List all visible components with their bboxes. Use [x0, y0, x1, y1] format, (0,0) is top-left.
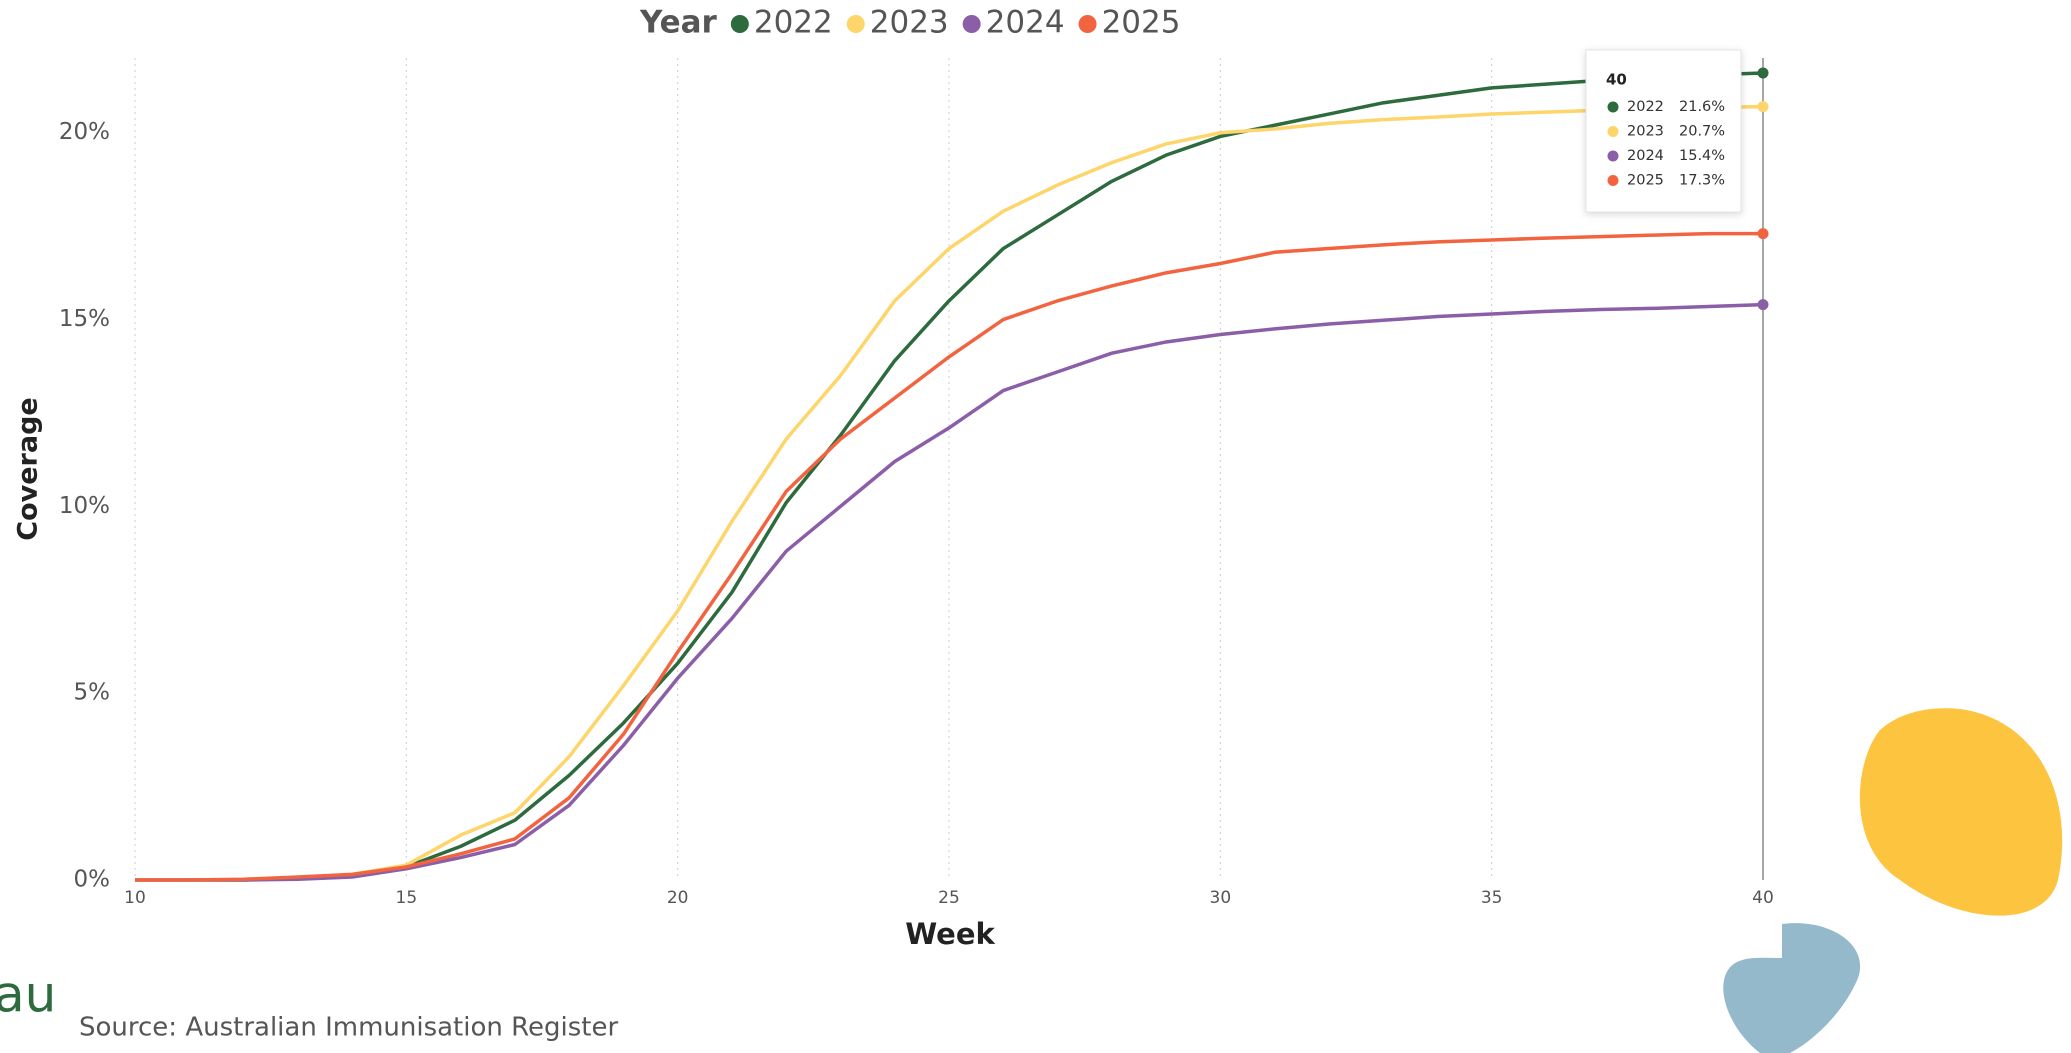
x-tick-label: 15 — [396, 888, 418, 908]
y-tick-label: 0% — [74, 867, 111, 893]
hover-point — [1757, 101, 1769, 113]
y-tick-label: 5% — [74, 680, 111, 706]
legend-label: 2023 — [870, 5, 949, 41]
tooltip-series: 2024 — [1627, 148, 1664, 164]
tooltip-series: 2022 — [1627, 99, 1664, 115]
series-line — [135, 231, 1763, 882]
hover-point — [1757, 67, 1769, 79]
tooltip-series: 2023 — [1627, 124, 1664, 140]
legend-marker — [1078, 15, 1097, 33]
hover-point — [1757, 228, 1769, 240]
decor-blob — [1859, 708, 2063, 916]
legend-label: 2022 — [754, 5, 833, 41]
tooltip-value: 21.6% — [1679, 99, 1725, 115]
legend-label: 2025 — [1102, 5, 1181, 41]
logo-text: au — [0, 966, 56, 1024]
tooltip-marker — [1607, 126, 1619, 137]
series-line — [135, 104, 1764, 882]
tooltip-marker — [1607, 175, 1619, 186]
y-axis-title: Coverage — [13, 397, 44, 540]
legend-marker — [730, 15, 749, 33]
decor-blob — [1723, 923, 1861, 1053]
x-tick-label: 10 — [124, 888, 146, 908]
y-tick-label: 15% — [59, 306, 110, 332]
tooltip-value: 20.7% — [1679, 124, 1725, 140]
series-line — [135, 71, 1764, 882]
legend-label: 2024 — [986, 5, 1065, 41]
x-tick-label: 35 — [1481, 888, 1503, 908]
tooltip-value: 17.3% — [1679, 173, 1725, 189]
x-tick-label: 30 — [1210, 888, 1232, 908]
tooltip-value: 15.4% — [1679, 148, 1725, 164]
series-line — [135, 302, 1764, 882]
y-tick-label: 10% — [59, 493, 110, 519]
tooltip-marker — [1607, 101, 1619, 113]
x-axis-title: Week — [905, 917, 995, 951]
legend-marker — [962, 15, 981, 33]
hover-point — [1757, 299, 1769, 311]
tooltip-marker — [1607, 150, 1619, 162]
x-tick-label: 20 — [667, 888, 689, 908]
x-tick-label: 25 — [938, 888, 960, 908]
tooltip-title: 40 — [1606, 71, 1627, 89]
x-tick-label: 40 — [1752, 888, 1774, 908]
legend-title: Year — [639, 5, 718, 41]
legend-marker — [846, 15, 865, 33]
tooltip-series: 2025 — [1627, 173, 1664, 189]
source-note: Source: Australian Immunisation Register — [79, 1013, 618, 1043]
y-tick-label: 20% — [59, 119, 110, 145]
